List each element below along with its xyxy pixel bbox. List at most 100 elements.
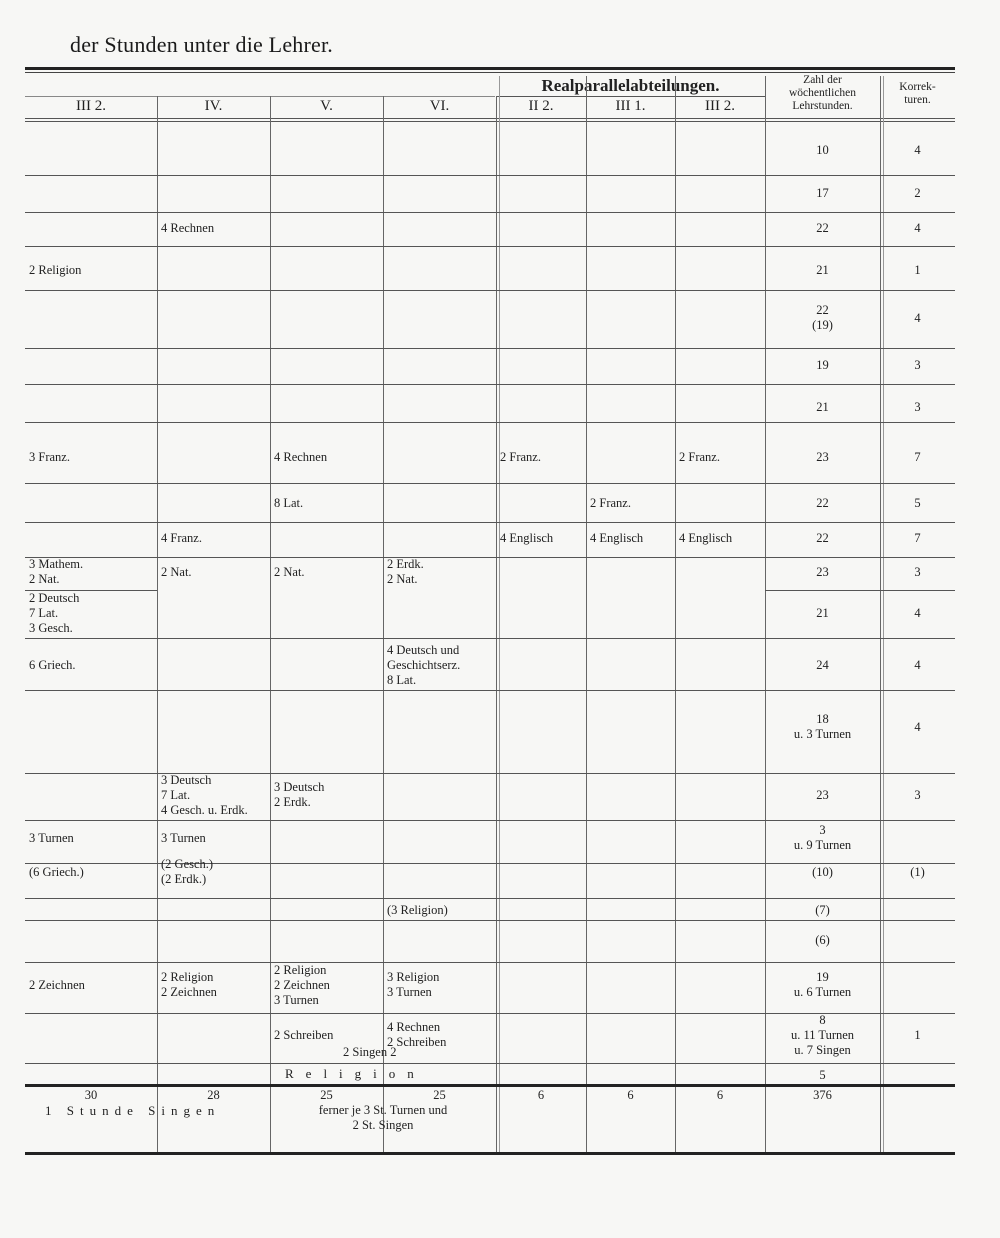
lesson-entry: 2 Franz. (679, 449, 720, 464)
lesson-entry: 2 Nat. (274, 564, 305, 579)
weekly-hours: 22 (816, 495, 829, 510)
weekly-hours: u. 6 Turnen (793, 985, 852, 999)
weekly-hours: (19) (812, 318, 833, 332)
lesson-entry: 7 Lat. (161, 787, 191, 802)
row-divider (25, 348, 955, 349)
weekly-hours: 3 (819, 823, 826, 837)
row-divider (25, 212, 955, 213)
row-divider (25, 290, 955, 291)
weekly-hours: (10) (812, 864, 833, 879)
row-divider (25, 522, 955, 523)
weekly-hours: 19 (816, 970, 829, 984)
row-divider (25, 962, 955, 963)
weekly-hours: 18 (816, 712, 829, 726)
total-value: 30 (84, 1088, 98, 1102)
weekly-hours: u. 7 Singen (794, 1042, 851, 1057)
column-header: III 1. (615, 98, 646, 114)
lesson-entry: 2 Nat. (161, 564, 192, 579)
row-divider (25, 246, 955, 247)
lesson-entry: 3 Religion (387, 970, 440, 984)
weekly-hours: 5 (819, 1067, 826, 1082)
row-divider (25, 384, 955, 385)
total-value: 6 (627, 1088, 634, 1102)
weekly-hours: (6) (815, 932, 830, 947)
row-divider (25, 920, 955, 921)
lesson-entry: 3 Turnen (387, 985, 432, 999)
column-divider (499, 76, 500, 1153)
corrections-count: 3 (914, 399, 921, 414)
corrections-count: 3 (914, 564, 921, 579)
lesson-entry: 2 Schreiben (387, 1035, 447, 1049)
lesson-entry: 2 Erdk. (274, 795, 311, 809)
weekly-hours: 24 (816, 657, 829, 672)
lesson-entry: (2 Erdk.) (161, 872, 207, 886)
total-value: 28 (207, 1088, 220, 1102)
lesson-entry: 4 Rechnen (274, 449, 328, 464)
column-header: III 2. (705, 98, 735, 114)
lesson-entry: 2 Nat. (29, 572, 60, 586)
lesson-entry: 3 Turnen (29, 830, 74, 845)
corrections-count: 7 (914, 530, 921, 545)
lesson-entry: 4 Deutsch und (387, 642, 460, 657)
weekly-hours: 22 (816, 303, 829, 317)
lesson-entry: (6 Griech.) (29, 864, 84, 879)
weekly-hours: 23 (816, 787, 829, 802)
column-divider (270, 96, 271, 1153)
totals-rule (25, 1084, 955, 1087)
lesson-entry: 8 Lat. (387, 672, 417, 687)
weekly-hours: 23 (816, 449, 829, 464)
column-divider (586, 76, 587, 1153)
column-divider (883, 76, 884, 1153)
row-divider (25, 590, 157, 591)
lesson-entry: 2 Zeichnen (161, 985, 217, 999)
weekly-hours: 22 (816, 530, 829, 545)
corrections-count: 4 (914, 310, 921, 325)
top-rule-thin (25, 72, 955, 73)
total-value: 6 (716, 1088, 724, 1102)
lesson-entry: 2 Religion (161, 970, 214, 984)
weekly-hours: 21 (816, 262, 829, 277)
row-divider (25, 1063, 955, 1064)
row-divider (25, 175, 955, 176)
hours-header: Zahl der (803, 74, 842, 86)
weekly-hours: 21 (816, 605, 829, 620)
lesson-entry: 2 Zeichnen (274, 977, 330, 992)
row-divider (25, 773, 955, 774)
lesson-entry: 2 Nat. (387, 572, 418, 586)
corrections-header: turen. (904, 94, 931, 106)
total-value: 6 (537, 1088, 545, 1102)
weekly-hours: u. 3 Turnen (793, 727, 852, 741)
lesson-entry: 4 Englisch (590, 530, 644, 545)
lesson-entry: 2 Deutsch (29, 590, 80, 605)
row-divider (25, 483, 955, 484)
weekly-hours: 21 (816, 399, 829, 414)
lesson-entry: 3 Deutsch (274, 780, 325, 794)
top-rule (25, 67, 955, 70)
hours-header: Lehrstunden. (792, 100, 853, 112)
row-divider (25, 1013, 955, 1014)
row-divider (25, 898, 955, 899)
weekly-hours: 23 (816, 564, 829, 579)
weekly-hours: (7) (815, 902, 830, 917)
lesson-entry: 3 Gesch. (29, 620, 73, 635)
header-bottom-rule-2 (25, 121, 955, 122)
group-header: Realparallelabteilungen. (541, 76, 720, 95)
lesson-entry: 4 Rechnen (161, 220, 215, 235)
row-divider (25, 690, 955, 691)
lesson-entry: 2 Erdk. (387, 557, 424, 571)
corrections-count: 2 (914, 185, 921, 200)
total-value: 376 (813, 1088, 832, 1102)
lesson-entry: 2 Franz. (500, 449, 541, 464)
column-header: VI. (429, 98, 450, 114)
lesson-entry: 4 Gesch. u. Erdk. (161, 802, 248, 817)
corrections-header: Korrek- (899, 81, 936, 93)
column-divider (496, 96, 497, 1153)
header-left-underline (25, 96, 495, 97)
column-header: III 2. (76, 98, 106, 114)
weekly-hours: 10 (816, 142, 829, 157)
lesson-entry: 4 Rechnen (387, 1020, 441, 1034)
singen-note: 1 Stunde Singen (45, 1103, 221, 1118)
lesson-entry: 2 Zeichnen (29, 977, 85, 992)
row-divider (25, 557, 955, 558)
column-divider (765, 76, 766, 1153)
